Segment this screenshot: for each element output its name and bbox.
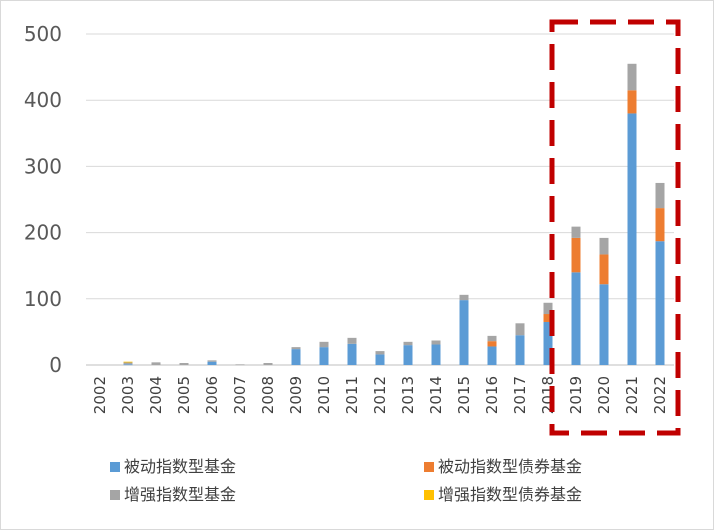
x-tick-label: 2008 bbox=[259, 376, 277, 414]
bar-segment bbox=[515, 323, 525, 336]
bar-segment bbox=[431, 340, 441, 345]
x-tick-label: 2006 bbox=[203, 376, 221, 414]
y-tick-label: 500 bbox=[24, 22, 62, 46]
bar-segment bbox=[487, 346, 497, 365]
bar-segment bbox=[403, 341, 413, 346]
y-tick-label: 200 bbox=[24, 221, 62, 245]
x-tick-label: 2021 bbox=[623, 376, 641, 414]
bar-segment bbox=[627, 90, 637, 114]
legend-swatch bbox=[110, 462, 120, 472]
bar-segment bbox=[655, 182, 665, 209]
bar-segment bbox=[543, 321, 553, 365]
bar-segment bbox=[207, 360, 217, 362]
x-tick-label: 2020 bbox=[595, 376, 613, 414]
legend-label: 增强指数型基金 bbox=[124, 485, 236, 504]
bar-segment bbox=[571, 226, 581, 238]
bar-segment bbox=[347, 343, 357, 365]
bar-segment bbox=[431, 344, 441, 365]
x-tick-label: 2009 bbox=[287, 376, 305, 414]
legend-swatch bbox=[424, 490, 434, 500]
x-tick-label: 2016 bbox=[483, 376, 501, 414]
legend-label: 被动指数型债券基金 bbox=[438, 457, 582, 476]
bar-segment bbox=[375, 351, 385, 355]
bar-segment bbox=[123, 361, 133, 363]
bar-segment bbox=[123, 362, 133, 365]
y-tick-label: 100 bbox=[24, 287, 62, 311]
bar-segment bbox=[291, 349, 301, 365]
bar-segment bbox=[571, 272, 581, 365]
x-tick-label: 2022 bbox=[651, 376, 669, 414]
x-tick-label: 2002 bbox=[91, 376, 109, 414]
bar-segment bbox=[599, 254, 609, 285]
x-tick-label: 2014 bbox=[427, 376, 445, 414]
bar-segment bbox=[179, 363, 189, 365]
bar-segment bbox=[319, 341, 329, 348]
y-tick-label: 300 bbox=[24, 154, 62, 178]
x-tick-label: 2003 bbox=[119, 376, 137, 414]
bar-segment bbox=[655, 241, 665, 365]
bar-segment bbox=[543, 314, 553, 322]
bar-segment bbox=[459, 300, 469, 365]
bar-segment bbox=[487, 341, 497, 347]
x-tick-label: 2015 bbox=[455, 376, 473, 414]
x-tick-label: 2010 bbox=[315, 376, 333, 414]
highlight-box bbox=[549, 19, 681, 436]
x-tick-label: 2013 bbox=[399, 376, 417, 414]
y-tick-label: 0 bbox=[49, 353, 62, 377]
legend-label: 被动指数型基金 bbox=[124, 457, 236, 476]
x-tick-label: 2017 bbox=[511, 376, 529, 414]
x-tick-label: 2019 bbox=[567, 376, 585, 414]
bar-segment bbox=[599, 284, 609, 365]
y-tick-label: 400 bbox=[24, 88, 62, 112]
bar-segment bbox=[151, 362, 161, 365]
bar-segment bbox=[627, 63, 637, 91]
bar-segment bbox=[347, 337, 357, 344]
bar-segment bbox=[319, 347, 329, 365]
bar-segment bbox=[655, 208, 665, 242]
bar-segment bbox=[291, 347, 301, 350]
legend-label: 增强指数型债券基金 bbox=[438, 485, 582, 504]
bar-segment bbox=[459, 294, 469, 301]
bar-segment bbox=[515, 335, 525, 365]
bar-segment bbox=[375, 354, 385, 365]
x-tick-label: 2004 bbox=[147, 376, 165, 414]
bar-segment bbox=[235, 364, 245, 366]
bar-segment bbox=[599, 237, 609, 255]
bar-segment bbox=[263, 363, 273, 365]
bar-segment bbox=[123, 364, 133, 366]
bar-segment bbox=[207, 361, 217, 365]
legend-swatch bbox=[424, 462, 434, 472]
x-tick-label: 2012 bbox=[371, 376, 389, 414]
bar-segment bbox=[543, 302, 553, 315]
x-tick-label: 2011 bbox=[343, 376, 361, 414]
bar-segment bbox=[571, 237, 581, 273]
x-tick-label: 2007 bbox=[231, 376, 249, 414]
legend-swatch bbox=[110, 490, 120, 500]
bar-segment bbox=[627, 113, 637, 365]
bar-segment bbox=[403, 345, 413, 365]
x-tick-label: 2005 bbox=[175, 376, 193, 414]
bar-segment bbox=[487, 335, 497, 342]
